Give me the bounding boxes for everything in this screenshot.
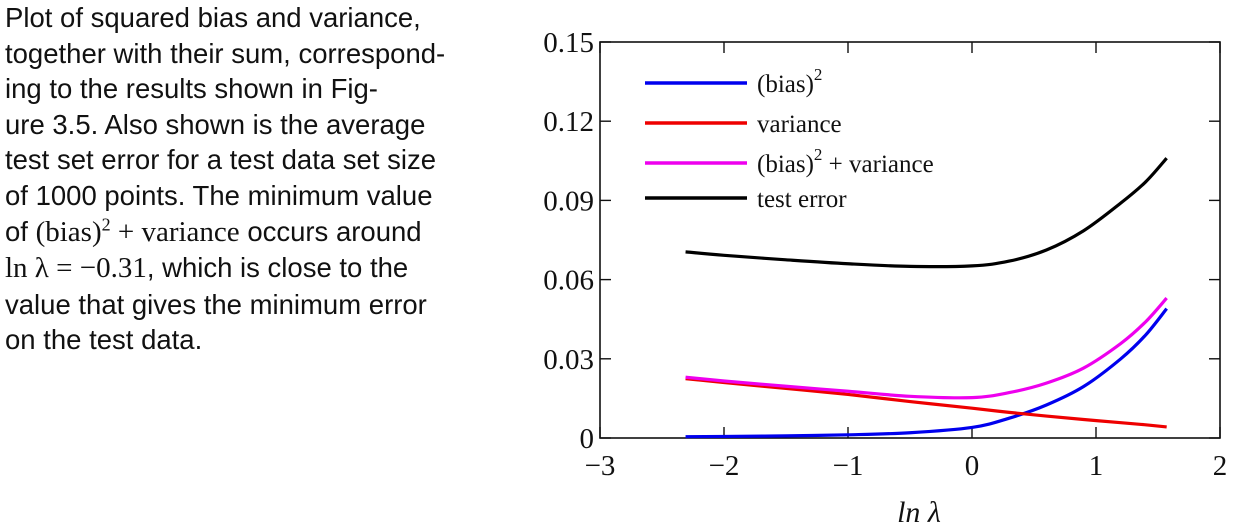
series-line-test-error	[685, 157, 1168, 269]
caption-text: of	[5, 215, 28, 247]
caption-line: ure 3.5. Also shown is the average	[5, 108, 426, 140]
legend-label: (bias)2	[757, 65, 822, 98]
axis-ticks: −3 −2 −1 0 1 2 0 0.03 0.06 0.09 0.12 0.15	[543, 27, 1227, 482]
x-axis-label: ln λ	[897, 496, 941, 529]
y-tick-label: 0.12	[543, 106, 594, 138]
caption-line: ln λ = −0.31, which is close to the	[5, 250, 513, 287]
x-tick-label: −1	[833, 450, 864, 482]
caption-line: test set error for a test data set size	[5, 144, 437, 176]
caption-math: (bias)2 + variance	[35, 213, 240, 248]
caption-math-bias: (bias)	[35, 215, 102, 248]
series-lines	[685, 157, 1168, 439]
figure-caption: Plot of squared bias and variance, toget…	[5, 0, 513, 358]
caption-math-variance: + variance	[117, 215, 240, 248]
plot-border	[599, 41, 1221, 439]
caption-line: value that gives the minimum error	[5, 288, 427, 320]
y-tick-label: 0.03	[543, 344, 594, 376]
x-tick-label: 1	[1089, 450, 1104, 482]
legend: (bias)2 variance (bias)2 + variance test er…	[645, 65, 934, 213]
x-tick-label: 0	[965, 450, 980, 482]
caption-text: occurs around	[247, 215, 422, 247]
caption-text: , which is close to the	[146, 252, 409, 284]
series-line-bias	[685, 307, 1168, 439]
x-tick-label: −3	[585, 450, 616, 482]
caption-line: of (bias)2 + variance occurs around	[5, 214, 513, 251]
y-tick-label: 0.15	[543, 27, 594, 59]
series-line-variance	[685, 377, 1167, 429]
caption-line: of 1000 points. The minimum value	[5, 179, 433, 211]
legend-label: (bias)2 + variance	[757, 145, 934, 178]
plot-frame	[599, 41, 1221, 439]
caption-math-sup: 2	[101, 213, 111, 234]
caption-math-lnlambda: ln λ = −0.31	[5, 252, 147, 285]
legend-label: variance	[757, 111, 842, 138]
x-tick-label: −2	[709, 450, 740, 482]
y-tick-label: 0.06	[543, 265, 594, 297]
y-tick-label: 0	[580, 423, 595, 455]
caption-line: Plot of squared bias and variance,	[5, 2, 421, 33]
caption-line: on the test data.	[5, 324, 203, 356]
legend-label: test error	[757, 186, 847, 213]
y-tick-label: 0.09	[543, 185, 594, 217]
series-line-bias-variance	[685, 297, 1168, 400]
x-tick-label: 2	[1213, 450, 1228, 482]
caption-line: ing to the results shown in Fig-	[5, 73, 378, 105]
caption-line: together with their sum, correspond-	[5, 37, 446, 69]
